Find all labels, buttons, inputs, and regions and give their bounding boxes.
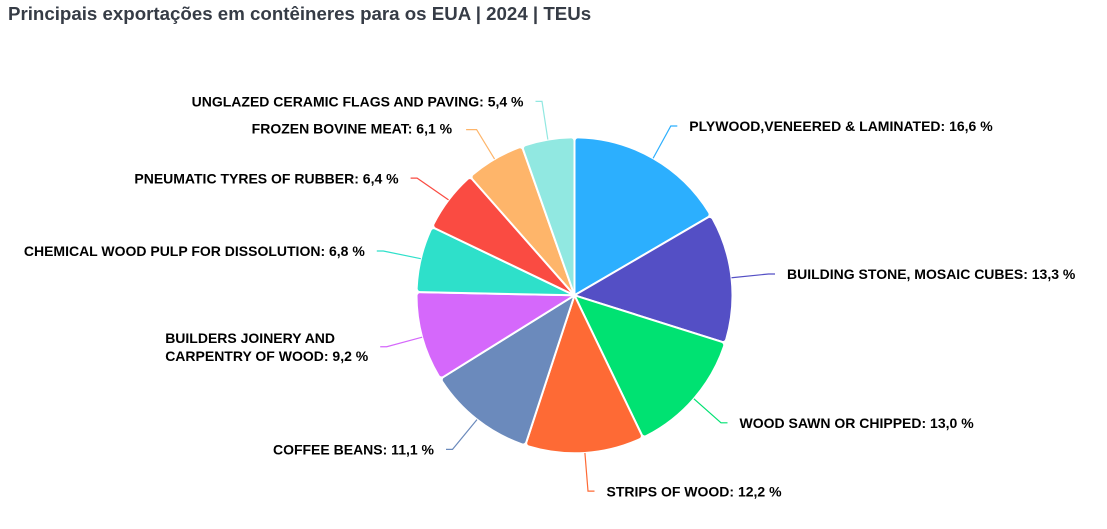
svg-text:CARPENTRY OF WOOD: 9,2 %: CARPENTRY OF WOOD: 9,2 %	[165, 348, 369, 364]
svg-text:UNGLAZED CERAMIC FLAGS AND PAV: UNGLAZED CERAMIC FLAGS AND PAVING: 5,4 %	[192, 94, 524, 110]
svg-text:FROZEN BOVINE MEAT: 6,1 %: FROZEN BOVINE MEAT: 6,1 %	[252, 121, 453, 137]
svg-text:WOOD SAWN OR CHIPPED: 13,0 %: WOOD SAWN OR CHIPPED: 13,0 %	[740, 415, 975, 431]
svg-text:COFFEE BEANS: 11,1 %: COFFEE BEANS: 11,1 %	[273, 442, 435, 458]
svg-text:CHEMICAL WOOD PULP FOR DISSOLU: CHEMICAL WOOD PULP FOR DISSOLUTION: 6,8 …	[24, 243, 366, 259]
svg-text:PNEUMATIC TYRES OF RUBBER: 6,4: PNEUMATIC TYRES OF RUBBER: 6,4 %	[134, 170, 399, 186]
svg-text:PLYWOOD,VENEERED & LAMINATED:: PLYWOOD,VENEERED & LAMINATED: 16,6 %	[689, 118, 993, 134]
svg-text:STRIPS OF WOOD: 12,2 %: STRIPS OF WOOD: 12,2 %	[607, 483, 783, 499]
svg-text:BUILDERS JOINERY AND: BUILDERS JOINERY AND	[165, 330, 335, 346]
svg-text:Principais exportações em cont: Principais exportações em contêineres pa…	[8, 3, 591, 24]
svg-text:BUILDING STONE, MOSAIC CUBES:: BUILDING STONE, MOSAIC CUBES: 13,3 %	[787, 266, 1076, 282]
